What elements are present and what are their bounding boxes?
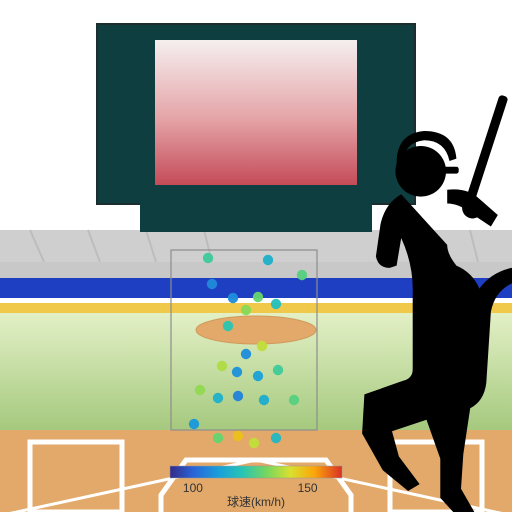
pitch-dot — [273, 365, 283, 375]
pitch-dot — [241, 349, 251, 359]
scoreboard-screen — [155, 40, 357, 185]
pitch-dot — [203, 253, 213, 263]
pitch-dot — [213, 433, 223, 443]
pitch-dot — [189, 419, 199, 429]
pitch-dot — [228, 293, 238, 303]
legend-tick: 100 — [183, 481, 203, 495]
pitch-dot — [297, 270, 307, 280]
pitch-dot — [253, 371, 263, 381]
pitch-dot — [213, 393, 223, 403]
pitch-location-chart: 100 150 球速(km/h) — [0, 0, 512, 512]
pitch-dot — [232, 367, 242, 377]
pitch-dot — [217, 361, 227, 371]
pitch-dot — [249, 438, 259, 448]
legend-label: 球速(km/h) — [227, 495, 285, 509]
pitch-dot — [207, 279, 217, 289]
pitch-dot — [233, 391, 243, 401]
pitch-dot — [253, 292, 263, 302]
pitch-dot — [263, 255, 273, 265]
color-legend-bar — [170, 466, 342, 478]
pitch-dot — [271, 433, 281, 443]
pitch-dot — [259, 395, 269, 405]
pitch-dot — [257, 341, 267, 351]
pitch-dot — [271, 299, 281, 309]
chart-svg: 100 150 球速(km/h) — [0, 0, 512, 512]
pitch-dot — [195, 385, 205, 395]
legend-tick: 150 — [298, 481, 318, 495]
pitch-dot — [241, 305, 251, 315]
pitch-dot — [233, 431, 243, 441]
scoreboard-support — [140, 202, 372, 232]
pitch-dot — [289, 395, 299, 405]
mound — [196, 316, 316, 344]
pitch-dot — [223, 321, 233, 331]
